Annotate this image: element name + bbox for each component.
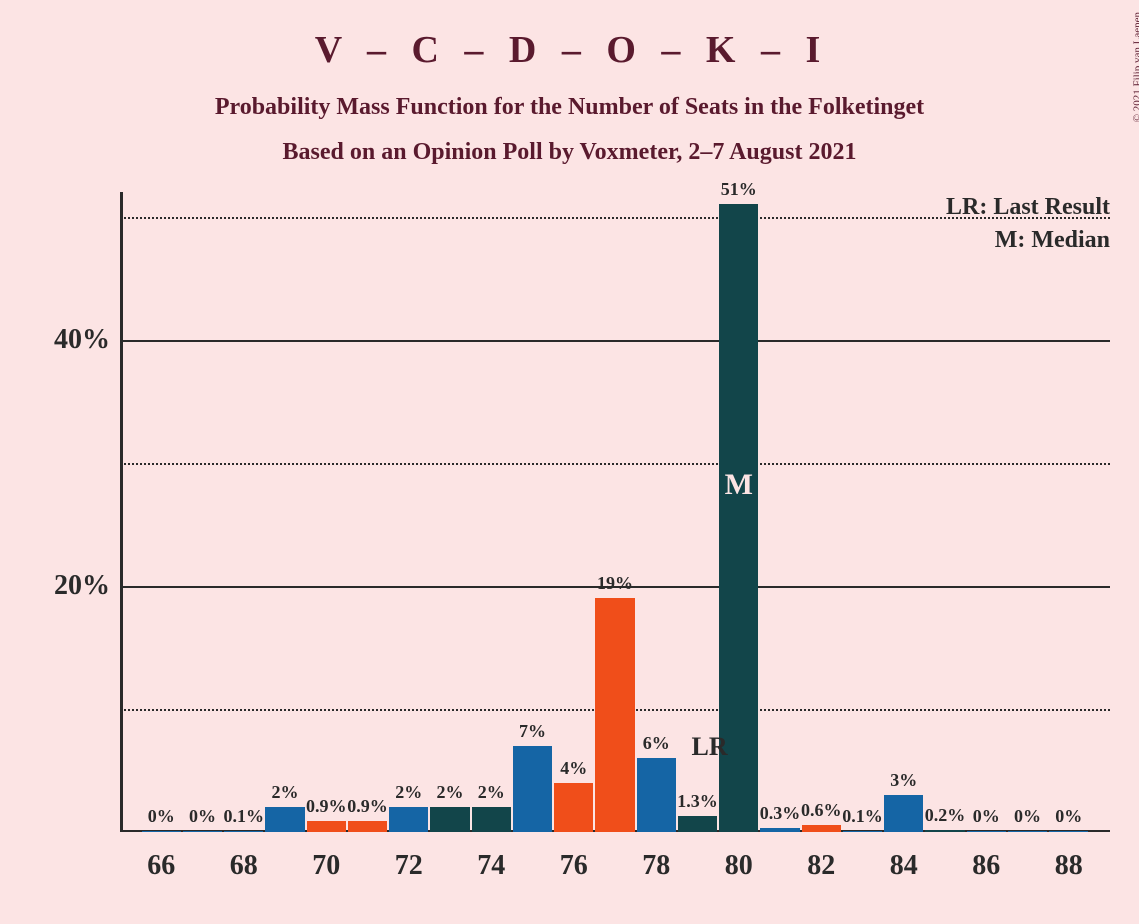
bar-label: 19% [597,573,633,598]
bar-label: 0.6% [801,800,842,825]
y-tick-label: 20% [54,570,120,602]
chart-title: V – C – D – O – K – I [0,0,1139,72]
bar: 0% [1008,831,1047,832]
bar-label: 0.2% [925,805,966,830]
bar: 0.6% [802,825,841,832]
legend-lr: LR: Last Result [920,194,1110,221]
bar: 2% [430,807,469,832]
bar-label: 2% [272,782,299,807]
bar-label: 0% [148,806,175,831]
bar: 3% [884,795,923,832]
bar-label: 6% [643,733,670,758]
bar-label: 2% [478,782,505,807]
bar: 2% [472,807,511,832]
bar: 0.9% [348,821,387,832]
bar: 0% [142,831,181,832]
bar: 2% [265,807,304,832]
grid-line [120,340,1110,342]
bar-label: 3% [890,770,917,795]
bar-label: 1.3% [677,791,718,816]
bar: 7% [513,746,552,832]
x-tick-label: 84 [890,832,918,882]
x-tick-label: 68 [230,832,258,882]
median-marker: M [725,468,753,502]
bar: 19% [595,598,634,832]
bar-label: 0.3% [760,803,801,828]
bar: 6% [637,758,676,832]
bar: 0.9% [307,821,346,832]
bar-label: 0% [973,806,1000,831]
bar: 0% [1049,831,1088,832]
y-axis [120,192,123,832]
bar: 2% [389,807,428,832]
bar: 4% [554,783,593,832]
x-tick-label: 82 [807,832,835,882]
bar-label: 0.1% [224,806,265,831]
bar: 0.2% [925,830,964,832]
copyright: © 2021 Filip van Laenen [1131,12,1139,122]
x-tick-label: 76 [560,832,588,882]
bar: 0.1% [224,831,263,832]
chart-subtitle-1: Probability Mass Function for the Number… [0,72,1139,121]
bar: 0% [183,831,222,832]
x-tick-label: 88 [1055,832,1083,882]
bar: 1.3% [678,816,717,832]
bar: 0.1% [843,831,882,832]
bar-label: 0.1% [842,806,883,831]
x-tick-label: 80 [725,832,753,882]
chart-subtitle-2: Based on an Opinion Poll by Voxmeter, 2–… [0,121,1139,166]
x-tick-label: 74 [477,832,505,882]
bar-label: 4% [560,758,587,783]
lr-marker: LR [692,732,728,762]
bar-label: 0% [189,806,216,831]
x-tick-label: 86 [972,832,1000,882]
bar-label: 0% [1014,806,1041,831]
bar-label: 2% [395,782,422,807]
bar-label: 0.9% [347,796,388,821]
x-tick-label: 72 [395,832,423,882]
x-tick-label: 70 [312,832,340,882]
y-tick-label: 40% [54,324,120,356]
bar: 0% [967,831,1006,832]
bar: 0.3% [760,828,799,832]
x-tick-label: 78 [642,832,670,882]
bar-label: 51% [721,179,757,204]
chart-area: 20%40%6668707274767880828486880%0%0.1%2%… [120,192,1110,832]
x-tick-label: 66 [147,832,175,882]
legend-m: M: Median [920,227,1110,254]
bar-label: 0.9% [306,796,347,821]
grid-line-minor [120,463,1110,465]
bar-label: 0% [1055,806,1082,831]
bar-label: 7% [519,721,546,746]
legend: LR: Last Result M: Median [920,194,1110,254]
bar-label: 2% [437,782,464,807]
